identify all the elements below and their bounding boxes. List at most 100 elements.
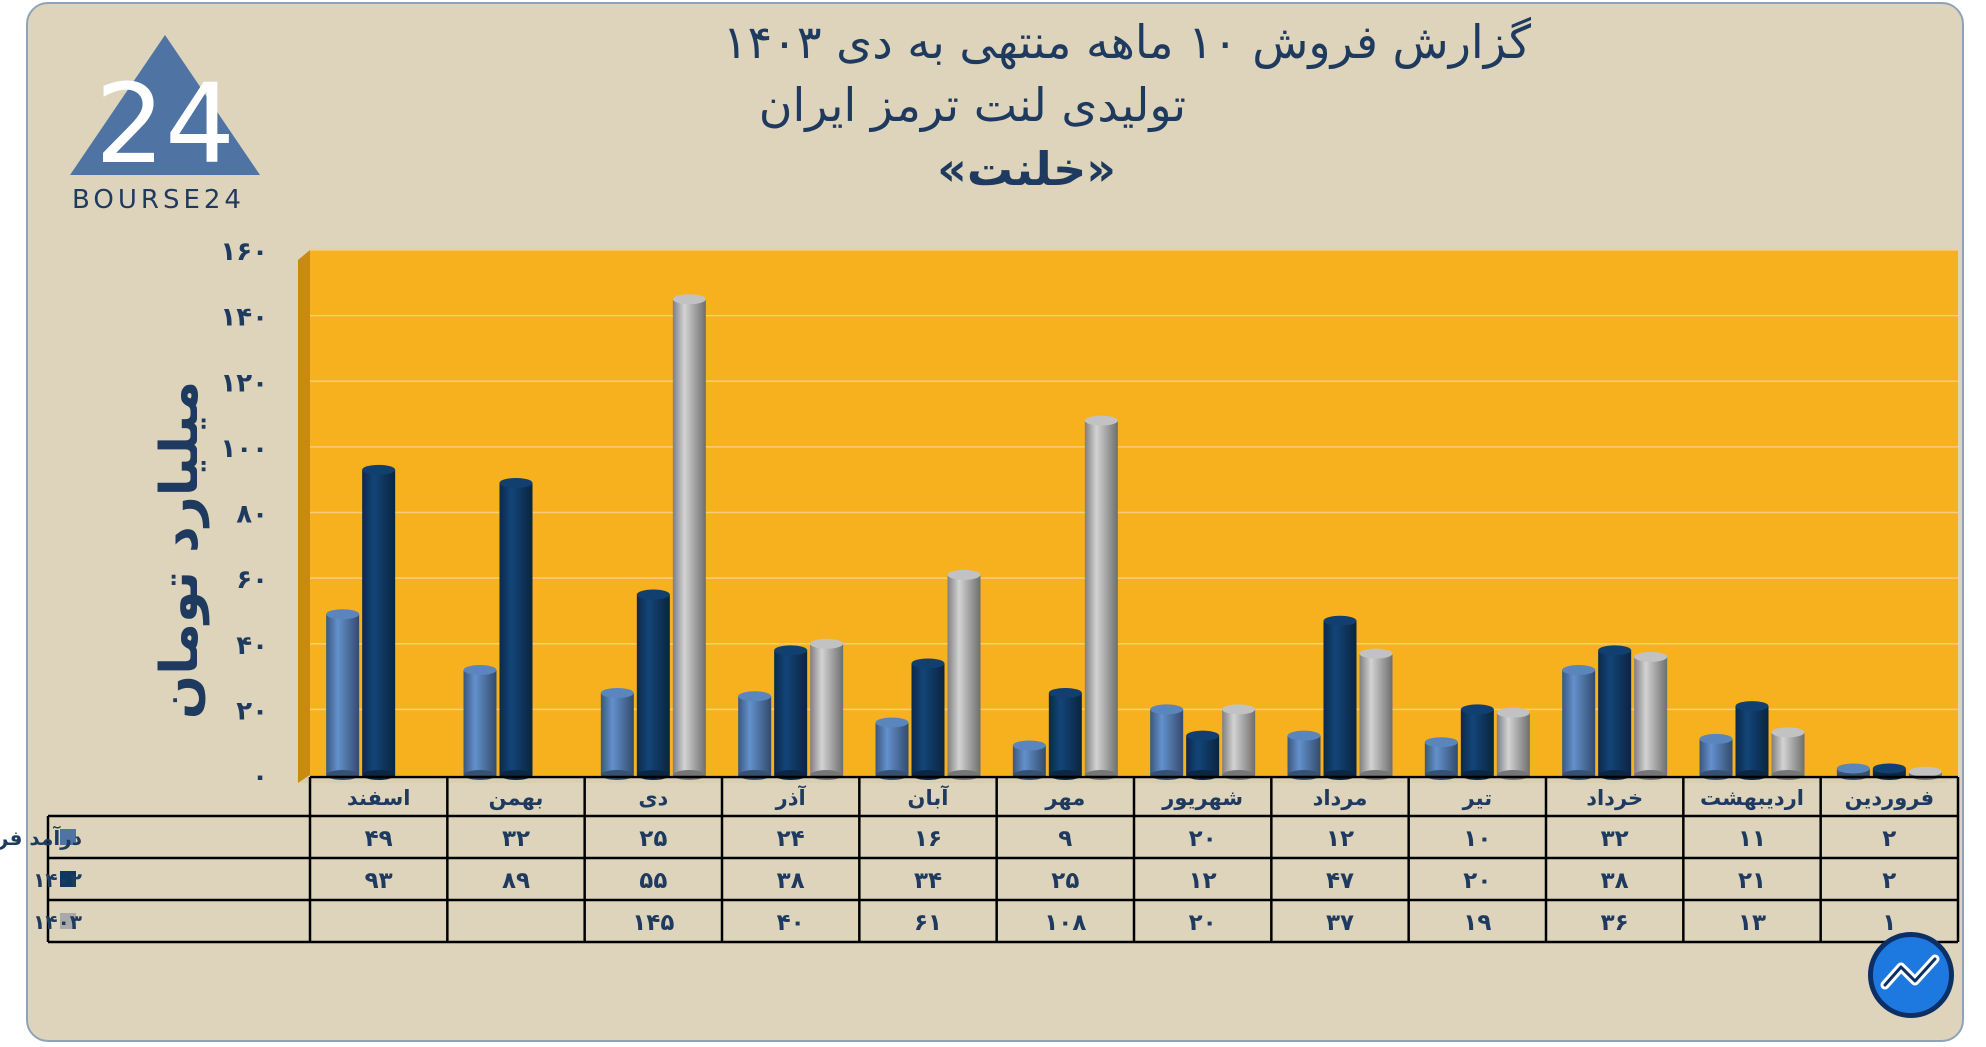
data-label: ۱۰	[1463, 826, 1491, 852]
bar-body	[947, 574, 981, 775]
data-label: ۹۳	[365, 868, 393, 894]
data-label: ۲	[1882, 868, 1896, 894]
bourse24-logo: 24	[70, 35, 260, 188]
bar-body	[1771, 732, 1805, 775]
data-label: ۳۲	[1601, 826, 1629, 852]
data-label: ۲۵	[1051, 868, 1079, 894]
category-label: آبان	[908, 785, 950, 810]
bar	[600, 687, 634, 780]
bar	[362, 464, 396, 780]
bar-base	[810, 770, 844, 780]
bar-base	[1287, 770, 1321, 780]
data-label: ۲	[1882, 826, 1896, 852]
bar-cap	[1424, 737, 1458, 748]
bar-cap	[810, 638, 844, 649]
data-label: ۸۹	[502, 868, 530, 894]
bar-body	[810, 643, 844, 775]
logo-digits: 24	[95, 60, 235, 188]
bar	[1460, 704, 1494, 780]
chart-title: گزارش فروش ۱۰ ماهه منتهی به دی ۱۴۰۳	[722, 15, 1531, 69]
bar-cap	[1359, 648, 1393, 659]
bar	[1634, 651, 1668, 780]
bar-cap	[911, 658, 945, 669]
bar	[1287, 730, 1321, 780]
legend-swatch	[60, 913, 76, 929]
logo-triangle	[70, 35, 260, 175]
category-label: بهمن	[489, 786, 544, 810]
bar-base	[1186, 770, 1220, 780]
bar-base	[875, 770, 909, 780]
bar-cap	[947, 569, 981, 580]
y-tick-label: ۱۶۰	[220, 237, 268, 267]
data-label: ۴۰	[777, 910, 805, 936]
legend-label: ۱۴۰۲	[33, 868, 82, 892]
data-label: ۱۴۵	[632, 910, 674, 936]
bar-cap	[738, 691, 772, 702]
data-label: ۴۷	[1326, 868, 1354, 894]
bar-cap	[636, 589, 670, 600]
bar-body	[774, 650, 808, 775]
bar-cap	[1634, 651, 1668, 662]
bar-base	[1359, 770, 1393, 780]
bar	[1084, 415, 1118, 780]
bar-body	[463, 670, 497, 775]
legend-swatch	[60, 871, 76, 887]
bar-base	[1424, 770, 1458, 780]
bar-cap	[326, 609, 360, 620]
data-label: ۲۵	[639, 826, 667, 852]
y-tick-label: ۶۰	[236, 565, 268, 595]
bar-cap	[1562, 665, 1596, 675]
bar	[499, 477, 533, 780]
bar-body	[1222, 709, 1256, 775]
bar-cap	[1460, 704, 1494, 715]
bar-base	[636, 770, 670, 780]
bar-cap	[463, 665, 497, 675]
bar-base	[672, 770, 706, 780]
bar	[1323, 615, 1357, 780]
chart-subtitle: تولیدی لنت ترمز ایران	[758, 78, 1186, 132]
data-label: ۱۶	[914, 826, 942, 852]
data-label: ۶۱	[914, 910, 942, 936]
y-tick-label: ۸۰	[236, 500, 268, 530]
data-label: ۳۸	[1601, 868, 1629, 894]
bar-body	[1048, 692, 1082, 775]
bar-cap	[1735, 701, 1769, 712]
data-label: ۳۷	[1326, 910, 1354, 936]
y-tick-label: ۰	[252, 762, 268, 792]
data-label: ۱۲	[1326, 826, 1354, 852]
bar-base	[1048, 770, 1082, 780]
data-label: ۱۲	[1189, 868, 1217, 894]
bar-body	[499, 482, 533, 775]
bar	[1699, 733, 1733, 780]
bar-body	[1150, 709, 1184, 775]
bar-cap	[1836, 763, 1870, 774]
category-label: دی	[638, 786, 668, 810]
bar-base	[1598, 770, 1632, 780]
category-label: فروردین	[1845, 786, 1935, 810]
bar-cap	[1084, 415, 1118, 426]
y-tick-label: ۴۰	[236, 631, 268, 661]
bar	[774, 645, 808, 780]
bar-body	[738, 696, 772, 775]
bar	[1598, 645, 1632, 780]
bar-base	[499, 770, 533, 780]
bar	[636, 589, 670, 780]
bar-cap	[1186, 730, 1220, 741]
trend-icon	[1868, 932, 1954, 1018]
bar-base	[911, 770, 945, 780]
bar-base	[1084, 770, 1118, 780]
bar-base	[1012, 770, 1046, 780]
bar-body	[1496, 712, 1530, 775]
bar-body	[1460, 709, 1494, 775]
bar-base	[1323, 770, 1357, 780]
bar-cap	[1872, 763, 1906, 774]
data-label: ۲۴	[777, 826, 805, 852]
bar-cap	[1323, 615, 1357, 626]
data-label: ۱۱	[1738, 826, 1766, 852]
data-label: ۴۹	[365, 826, 393, 852]
y-tick-label: ۲۰	[236, 696, 268, 726]
bar-body	[1634, 656, 1668, 775]
bar-body	[1598, 650, 1632, 775]
